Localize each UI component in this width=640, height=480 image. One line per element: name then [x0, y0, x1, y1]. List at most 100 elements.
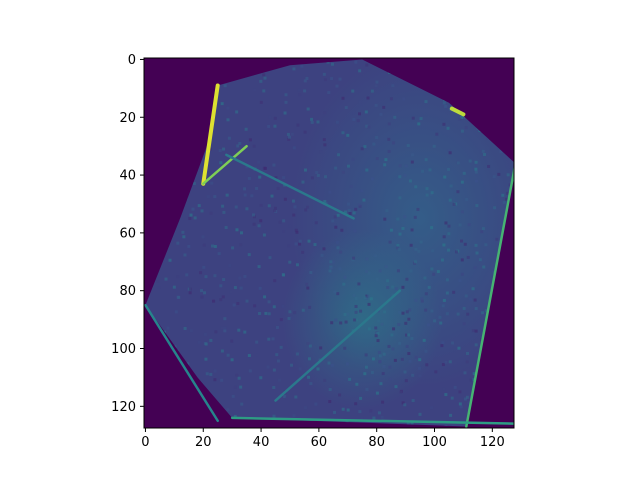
image-pixel [428, 168, 432, 172]
image-pixel [387, 122, 391, 126]
image-pixel [375, 80, 379, 84]
image-pixel [354, 207, 358, 211]
image-pixel [388, 377, 392, 381]
image-pixel [382, 105, 386, 109]
image-pixel [223, 317, 227, 321]
image-pixel [458, 117, 462, 121]
image-pixel [414, 298, 418, 302]
image-pixel [462, 306, 466, 310]
image-edge-line [201, 83, 220, 186]
image-pixel [378, 269, 382, 273]
image-pixel [275, 325, 279, 329]
image-pixel [262, 233, 266, 237]
image-pixel [403, 173, 407, 177]
image-pixel [354, 60, 358, 64]
image-pixel [282, 219, 286, 223]
image-pixel [402, 97, 406, 101]
image-pixel [370, 89, 374, 93]
image-pixel [319, 150, 323, 154]
image-pixel [357, 112, 361, 116]
image-pixel [237, 328, 241, 332]
image-pixel [478, 258, 482, 262]
image-pixel [290, 132, 294, 136]
image-pixel [396, 243, 400, 247]
image-pixel [295, 230, 299, 234]
image-pixel [199, 271, 203, 275]
image-pixel [393, 115, 397, 119]
image-pixel [197, 204, 201, 208]
image-pixel [474, 329, 478, 333]
image-pixel [386, 279, 390, 283]
image-pixel [363, 296, 367, 300]
image-pixel [225, 193, 229, 197]
image-pixel [226, 353, 230, 357]
image-pixel [262, 89, 266, 93]
image-pixel [236, 301, 240, 305]
image-pixel [424, 100, 428, 104]
image-pixel [273, 279, 277, 283]
image-pixel [301, 180, 305, 184]
image-pixel [200, 289, 204, 293]
image-pixel [398, 232, 402, 236]
image-pixel [219, 298, 223, 302]
image-pixel [213, 369, 217, 373]
image-pixel [334, 225, 338, 229]
image-pixel [308, 305, 312, 309]
image-pixel [298, 93, 302, 97]
image-pixel [388, 365, 392, 369]
image-pixel [258, 286, 262, 290]
image-pixel [392, 141, 396, 145]
image-edge-line [144, 303, 219, 423]
image-pixel [379, 112, 383, 116]
image-pixel [465, 395, 469, 399]
image-pixel [336, 292, 340, 296]
image-pixel [364, 270, 368, 274]
image-edge-line [202, 144, 248, 185]
image-pixel [271, 337, 275, 341]
image-pixel [322, 72, 326, 76]
image-pixel [243, 187, 247, 191]
image-pixel [222, 210, 226, 214]
image-pixel [274, 176, 278, 180]
image-pixel [425, 187, 429, 191]
image-pixel [458, 279, 462, 283]
image-pixel [292, 67, 296, 71]
image-pixel [306, 107, 310, 111]
image-pixel [482, 265, 486, 269]
x-tick-label: 80 [368, 435, 385, 450]
image-pixel [434, 370, 438, 374]
image-pixel [305, 282, 309, 286]
image-pixel [467, 223, 471, 227]
image-pixel [331, 204, 335, 208]
image-pixel [298, 367, 302, 371]
image-pixel [390, 333, 394, 337]
image-pixel [484, 309, 488, 313]
image-pixel [444, 221, 448, 225]
image-pixel [238, 141, 242, 145]
image-pixel [391, 285, 395, 289]
image-pixel [224, 226, 228, 230]
image-pixel [382, 364, 386, 368]
image-pixel [420, 299, 424, 303]
image-pixel [432, 272, 436, 276]
image-pixel [183, 326, 187, 330]
image-pixel [445, 278, 449, 282]
image-pixel [395, 246, 399, 250]
image-pixel [480, 230, 484, 234]
image-pixel [243, 193, 247, 197]
image-pixel [183, 253, 187, 257]
y-tick-label: 60 [119, 226, 136, 241]
image-pixel [433, 319, 437, 323]
image-pixel [444, 104, 448, 108]
image-pixel [303, 130, 307, 134]
image-pixel [431, 249, 435, 253]
plot-area [144, 58, 514, 428]
image-pixel [423, 276, 427, 280]
y-tick-label: 40 [119, 169, 136, 184]
image-pixel [424, 158, 428, 162]
image-pixel [334, 318, 338, 322]
image-pixel [474, 307, 478, 311]
image-pixel [156, 280, 160, 284]
image-pixel [360, 147, 364, 151]
